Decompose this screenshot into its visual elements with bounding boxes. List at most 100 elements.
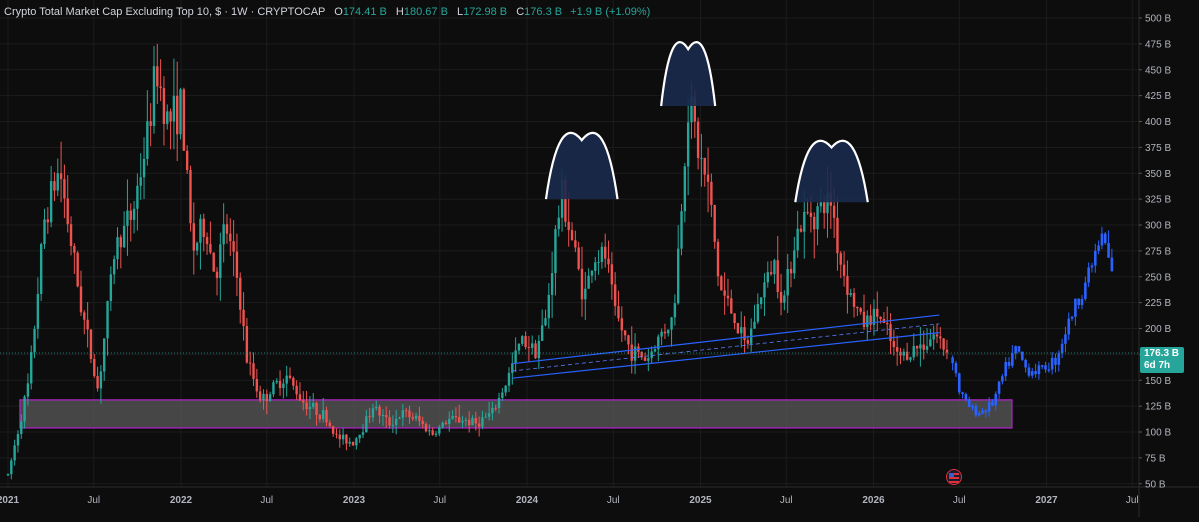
candle-body [335,433,338,435]
dome-fill-3 [795,140,868,203]
x-tick-label: 2024 [516,495,539,506]
y-tick-label: 75 B [1145,453,1166,464]
candle-body [501,392,504,398]
candle-body [179,89,182,135]
candle-body [43,219,46,245]
projection-candle-body [1100,233,1104,246]
candle-body [617,306,620,319]
high-label: H [395,6,404,18]
candle-body [89,329,93,359]
candle-body [813,216,816,230]
candle-body [441,422,444,428]
candle-body [640,351,643,358]
candle-body [531,343,534,349]
y-tick-label: 400 B [1145,117,1171,128]
candle-body [398,417,401,419]
candle-body [169,111,172,122]
candle-body [315,402,318,415]
y-tick-label: 50 B [1145,479,1166,490]
candle-body [627,335,630,345]
candles [6,43,1114,480]
candle-body [122,225,126,248]
candle-body [905,351,909,360]
chart-legend: Crypto Total Market Cap Excluding Top 10… [4,6,650,18]
candle-body [753,321,756,329]
candle-body [461,420,464,423]
us-flag-icon[interactable] [946,469,962,485]
candle-body [919,344,922,349]
candle-body [404,410,408,412]
x-tick-label: Jul [260,495,273,506]
projection-candle-body [1107,243,1110,258]
x-tick-label: 2025 [689,495,712,506]
candle-body [534,343,537,359]
candle-body [607,258,610,265]
candle-body [832,205,836,218]
projection-candle-body [1047,369,1051,371]
candle-body [328,422,332,427]
projection-candle-body [987,401,991,412]
candle-body [355,438,358,446]
candle-body [212,252,215,272]
candle-body [129,210,132,220]
y-tick-label: 500 B [1145,14,1171,25]
candle-body [557,217,560,230]
candle-body [195,242,199,251]
candle-body [540,325,544,341]
candle-body [275,380,278,383]
candle-body [597,261,600,263]
projection-candle-body [1040,365,1044,367]
candle-body [736,322,740,334]
projection-candle-body [1077,298,1081,306]
candle-body [849,293,852,295]
candle-body [925,346,929,350]
candle-body [358,434,361,439]
candle-body [706,174,710,182]
candle-body [600,246,604,262]
candle-body [229,233,232,242]
candle-body [451,415,454,419]
candle-body [776,260,779,292]
bar-countdown: 6d 7h [1144,360,1171,371]
y-tick-label: 250 B [1145,272,1171,283]
candle-body [239,277,242,310]
open-label: O [334,6,343,18]
projection-candle-body [1024,359,1027,368]
candle-body [872,308,876,325]
candle-body [796,228,799,251]
candle-body [185,150,189,171]
dome-arc-2 [660,41,717,107]
candle-body [209,244,212,253]
open-value: 174.41 B [342,6,387,18]
candle-body [13,445,16,461]
candle-body [418,415,421,421]
projection-candle-body [1070,316,1074,319]
candle-body [331,426,335,434]
candle-body [527,347,531,349]
candle-body [733,313,736,323]
candle-body [590,270,594,276]
candle-body [305,402,308,410]
candle-body [793,250,796,274]
candle-body [895,347,899,352]
candle-body [746,340,750,344]
symbol-title[interactable]: Crypto Total Market Cap Excluding Top 10… [4,6,326,18]
candle-body [272,382,275,395]
candle-body [494,407,497,409]
projection-candle-body [1004,362,1008,377]
candle-body [909,357,912,360]
candle-body [408,410,411,418]
candle-body [365,416,368,433]
x-tick-label: 2021 [0,495,20,506]
candle-body [945,349,949,353]
candle-body [242,309,245,327]
candle-body [713,204,716,242]
candle-body [381,414,385,416]
candle-body [249,362,252,364]
candle-body [116,237,119,260]
projection-candle-body [964,394,968,400]
projection-candle-body [1064,334,1067,344]
